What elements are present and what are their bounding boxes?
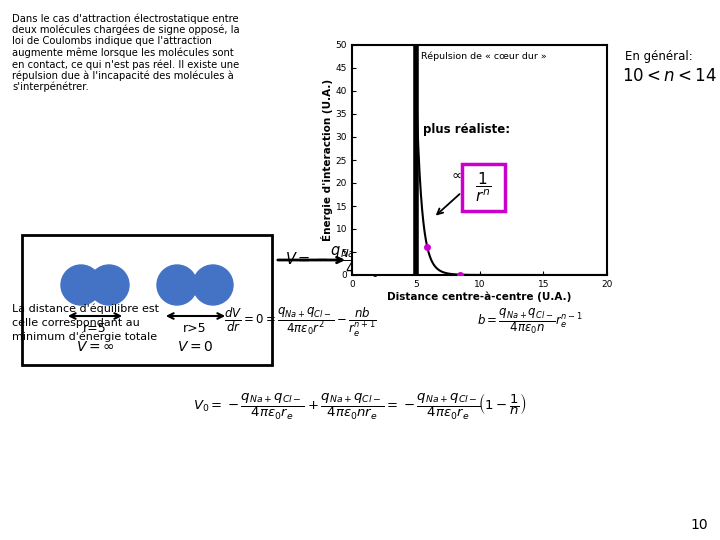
Text: Dans le cas d'attraction électrostatique entre: Dans le cas d'attraction électrostatique… [12, 13, 238, 24]
Text: ∝: ∝ [451, 169, 462, 183]
Text: La distance d'équilibre est
celle correspondant au
minimum d'énergie totale: La distance d'équilibre est celle corres… [12, 303, 159, 342]
Circle shape [89, 265, 129, 305]
Text: Répulsion de « cœur dur »: Répulsion de « cœur dur » [421, 52, 546, 62]
Text: $V = 0$: $V = 0$ [177, 340, 213, 354]
Text: $V_0 = -\dfrac{q_{Na+}q_{Cl-}}{4\pi\varepsilon_0 r_e} + \dfrac{q_{Na+}q_{Cl-}}{4: $V_0 = -\dfrac{q_{Na+}q_{Cl-}}{4\pi\vare… [193, 392, 527, 422]
FancyBboxPatch shape [22, 235, 272, 365]
Text: $b = \dfrac{q_{Na+}q_{Cl-}}{4\pi\varepsilon_0 n} r_e^{n-1}$: $b = \dfrac{q_{Na+}q_{Cl-}}{4\pi\varepsi… [477, 307, 583, 336]
Circle shape [61, 265, 101, 305]
Circle shape [157, 265, 197, 305]
Text: $V = -\dfrac{q_{Na+}q_{Cl-}}{4\pi\varepsilon_0 r} + \dfrac{b}{r^n}$: $V = -\dfrac{q_{Na+}q_{Cl-}}{4\pi\vareps… [285, 245, 435, 280]
Text: r>5: r>5 [183, 322, 207, 335]
Text: 10: 10 [690, 518, 708, 532]
Text: deux molécules chargées de signe opposé, la: deux molécules chargées de signe opposé,… [12, 24, 240, 35]
Text: plus réaliste:: plus réaliste: [423, 123, 510, 136]
X-axis label: Distance centre-à-centre (U.A.): Distance centre-à-centre (U.A.) [387, 292, 572, 302]
Text: En général:: En général: [625, 50, 693, 63]
Text: s'interpénétrer.: s'interpénétrer. [12, 82, 89, 92]
Text: $\dfrac{1}{r^n}$: $\dfrac{1}{r^n}$ [475, 171, 492, 204]
Text: r=5: r=5 [83, 322, 107, 335]
Y-axis label: Énergie d'interaction (U.A.): Énergie d'interaction (U.A.) [321, 79, 333, 241]
Text: en contact, ce qui n'est pas réel. Il existe une: en contact, ce qui n'est pas réel. Il ex… [12, 59, 239, 70]
Text: $V = \infty$: $V = \infty$ [76, 340, 114, 354]
Circle shape [193, 265, 233, 305]
Text: répulsion due à l'incapacité des molécules à: répulsion due à l'incapacité des molécul… [12, 71, 234, 81]
FancyBboxPatch shape [462, 164, 505, 211]
Text: $\dfrac{dV}{dr} = 0 = \dfrac{q_{Na+}q_{Cl-}}{4\pi\varepsilon_0 r^2} - \dfrac{nb}: $\dfrac{dV}{dr} = 0 = \dfrac{q_{Na+}q_{C… [224, 307, 377, 339]
Text: augmente même lorsque les molécules sont: augmente même lorsque les molécules sont [12, 48, 234, 58]
Text: $10 < n < 14$: $10 < n < 14$ [622, 67, 716, 85]
Text: loi de Coulombs indique que l'attraction: loi de Coulombs indique que l'attraction [12, 36, 212, 46]
